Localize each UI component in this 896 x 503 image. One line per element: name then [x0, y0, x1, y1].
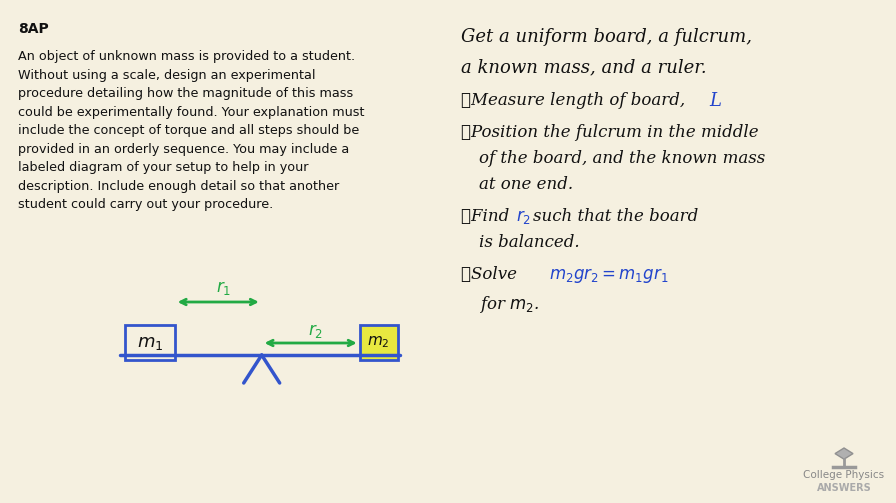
Text: L: L [709, 92, 721, 110]
Text: An object of unknown mass is provided to a student.
Without using a scale, desig: An object of unknown mass is provided to… [18, 50, 365, 211]
Text: a known mass, and a ruler.: a known mass, and a ruler. [461, 58, 707, 76]
Text: Get a uniform board, a fulcrum,: Get a uniform board, a fulcrum, [461, 28, 753, 46]
Text: ①Measure length of board,: ①Measure length of board, [461, 92, 691, 109]
Text: ④Solve: ④Solve [461, 266, 538, 283]
Text: $m_2$: $m_2$ [367, 334, 390, 351]
Text: $r_2$: $r_2$ [308, 322, 323, 340]
Text: 8AP: 8AP [18, 22, 48, 36]
Text: ③Find: ③Find [461, 208, 515, 225]
Text: ②Position the fulcrum in the middle: ②Position the fulcrum in the middle [461, 124, 759, 141]
FancyBboxPatch shape [359, 325, 398, 360]
Text: $r_2$: $r_2$ [516, 208, 531, 226]
Text: $r_1$: $r_1$ [216, 279, 231, 297]
Text: is balanced.: is balanced. [479, 234, 580, 251]
Text: of the board, and the known mass: of the board, and the known mass [479, 150, 766, 167]
Text: at one end.: at one end. [479, 176, 573, 193]
Polygon shape [835, 448, 853, 459]
Text: $m_1$: $m_1$ [136, 333, 163, 352]
Text: $m_2 g r_2 = m_1 g r_1$: $m_2 g r_2 = m_1 g r_1$ [549, 266, 669, 285]
Text: such that the board: such that the board [533, 208, 699, 225]
Text: College Physics: College Physics [804, 470, 884, 480]
Text: for $m_2$.: for $m_2$. [479, 294, 539, 315]
FancyBboxPatch shape [125, 325, 175, 360]
Text: ANSWERS: ANSWERS [816, 483, 872, 493]
